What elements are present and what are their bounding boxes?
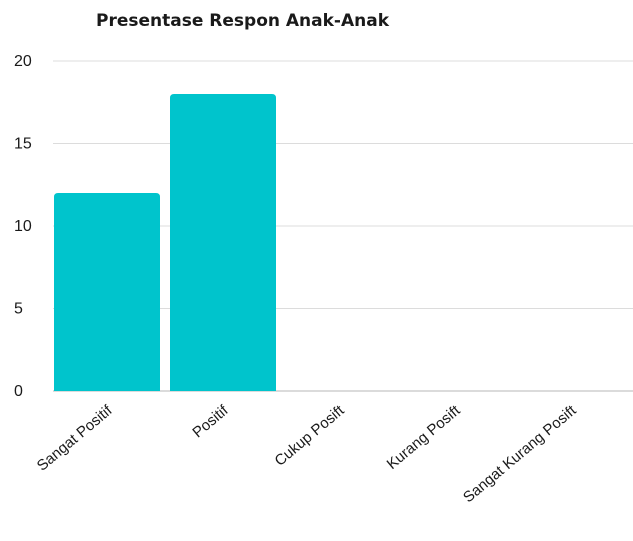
y-tick-label: 0 <box>14 383 23 400</box>
chart-title: Presentase Respon Anak-Anak <box>96 11 390 31</box>
bars <box>54 94 276 391</box>
y-axis-ticks: 0 5 10 15 20 <box>14 53 32 400</box>
bar <box>54 193 160 391</box>
y-tick-label: 5 <box>14 301 23 318</box>
x-tick-label: Sangat Kurang Posift <box>460 402 580 507</box>
x-tick-label: Kurang Posift <box>384 402 465 473</box>
x-tick-label: Sangat Positif <box>34 402 116 475</box>
y-tick-label: 20 <box>14 53 32 70</box>
x-tick-label: Cukup Posift <box>271 402 348 470</box>
bar <box>170 94 276 391</box>
x-axis-labels: Sangat Positif Positif Cukup Posift Kurang … <box>34 402 580 507</box>
y-tick-label: 15 <box>14 136 32 153</box>
x-tick-label: Positif <box>189 402 232 442</box>
y-tick-label: 10 <box>14 218 32 235</box>
